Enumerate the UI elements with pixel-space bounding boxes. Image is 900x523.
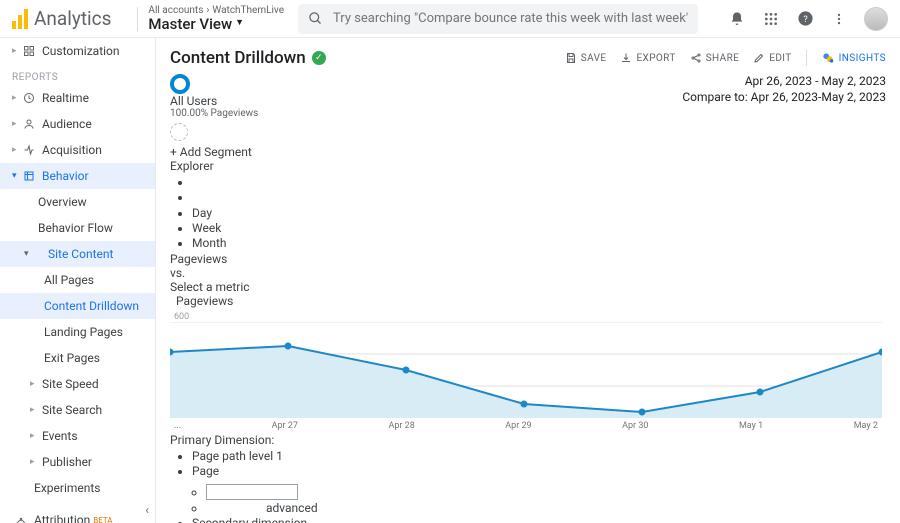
label: Customization — [42, 44, 120, 58]
search-input[interactable] — [333, 11, 688, 26]
edit-button[interactable]: EDIT — [753, 52, 791, 64]
caret-down-icon: ▼ — [235, 19, 244, 29]
sidebar-item-behavior[interactable]: ▾Behavior — [0, 163, 155, 189]
sidebar-item-landing-pages[interactable]: Landing Pages — [0, 319, 155, 345]
sidebar-item-attribution[interactable]: AttributionBETA — [0, 507, 155, 523]
sidebar: ▸ Customization REPORTS ▸Realtime ▸Audie… — [0, 38, 156, 523]
insights-button[interactable]: INSIGHTS — [821, 51, 886, 65]
svg-text:?: ? — [803, 14, 807, 25]
account-picker[interactable]: All accounts › WatchThemLive Master View… — [148, 5, 284, 33]
clock-icon — [20, 92, 38, 104]
brand-label: Analytics — [34, 7, 111, 30]
granularity-day[interactable]: Day — [192, 206, 886, 220]
sidebar-item-customization[interactable]: ▸ Customization — [0, 38, 155, 64]
granularity-month[interactable]: Month — [192, 236, 886, 250]
chart-svg: 400 200 — [170, 322, 882, 418]
primary-dimension-label: Primary Dimension: — [170, 433, 886, 447]
sidebar-item-experiments[interactable]: Experiments — [0, 475, 155, 501]
add-segment-circle[interactable] — [170, 123, 188, 141]
report-title: Content Drilldown — [170, 48, 306, 68]
bell-icon[interactable] — [729, 11, 745, 27]
dim-page-path[interactable]: Page path level 1 — [192, 449, 886, 463]
blank-bullets — [170, 175, 886, 204]
export-icon — [620, 52, 632, 64]
top-bar: Analytics All accounts › WatchThemLive M… — [0, 0, 900, 38]
dashboard-icon — [20, 45, 38, 57]
export-button[interactable]: EXPORT — [620, 52, 675, 64]
sidebar-item-acquisition[interactable]: ▸Acquisition — [0, 137, 155, 163]
share-icon — [690, 52, 702, 64]
sidebar-item-site-speed[interactable]: ▸Site Speed — [0, 371, 155, 397]
save-button[interactable]: SAVE — [565, 52, 607, 64]
filter-list: advanced Secondary dimension Sort Type: — [170, 484, 886, 523]
metric2-label: Pageviews — [176, 294, 886, 308]
x-axis-labels: ... Apr 27 Apr 28 Apr 29 Apr 30 May 1 Ma… — [170, 421, 882, 431]
segment-circle-icon[interactable] — [170, 74, 190, 94]
behavior-icon — [20, 170, 38, 182]
analytics-logo-icon — [12, 9, 28, 29]
sidebar-item-behavior-flow[interactable]: Behavior Flow — [0, 215, 155, 241]
chevron-right-icon: ▸ — [12, 46, 20, 56]
select-metric[interactable]: Select a metric — [170, 280, 886, 294]
attribution-icon — [12, 514, 30, 523]
granularity-week[interactable]: Week — [192, 221, 886, 235]
avatar[interactable] — [864, 7, 888, 31]
sidebar-item-content-drilldown[interactable]: Content Drilldown — [0, 293, 155, 319]
segment-detail: 100.00% Pageviews — [170, 108, 258, 119]
line-chart: 600 400 200 ... Apr 27 Apr 28 Apr 29 Apr… — [170, 312, 886, 431]
ytick-600: 600 — [174, 312, 886, 322]
more-vert-icon[interactable] — [832, 11, 846, 27]
search-icon — [308, 11, 323, 26]
dimension-list: Page path level 1 Page — [170, 449, 886, 478]
divider — [137, 7, 138, 31]
reports-header: REPORTS — [0, 64, 155, 85]
date-range[interactable]: Apr 26, 2023 - May 2, 2023 — [682, 74, 886, 90]
apps-icon[interactable] — [763, 11, 779, 27]
help-icon[interactable]: ? — [797, 10, 814, 27]
sidebar-item-publisher[interactable]: ▸Publisher — [0, 449, 155, 475]
sidebar-item-site-search[interactable]: ▸Site Search — [0, 397, 155, 423]
sidebar-item-exit-pages[interactable]: Exit Pages — [0, 345, 155, 371]
advanced-link[interactable]: advanced — [266, 501, 318, 515]
filter-input[interactable] — [206, 484, 298, 500]
beta-badge: BETA — [93, 516, 112, 523]
sidebar-item-overview[interactable]: Overview — [0, 189, 155, 215]
metric-label[interactable]: Pageviews — [170, 252, 886, 266]
explorer-tab[interactable]: Explorer — [170, 159, 258, 173]
sidebar-item-all-pages[interactable]: All Pages — [0, 267, 155, 293]
sidebar-item-site-content[interactable]: ▾Site Content — [0, 241, 155, 267]
share-button[interactable]: SHARE — [690, 52, 740, 64]
vs-label: vs. — [170, 266, 886, 280]
view-label: Master View — [148, 16, 232, 33]
edit-icon — [753, 52, 765, 64]
sidebar-item-audience[interactable]: ▸Audience — [0, 111, 155, 137]
verified-icon: ✓ — [312, 51, 326, 65]
dim-page[interactable]: Page — [192, 464, 886, 478]
acquisition-icon — [20, 144, 38, 156]
insights-icon — [821, 51, 835, 65]
sidebar-item-events[interactable]: ▸Events — [0, 423, 155, 449]
granularity-list: Day Week Month — [170, 206, 886, 250]
segment-name[interactable]: All Users — [170, 94, 258, 108]
secondary-dimension[interactable]: Secondary dimension — [192, 516, 886, 523]
report-content: Content Drilldown ✓ SAVE EXPORT SHARE ED… — [156, 38, 900, 523]
save-icon — [565, 52, 577, 64]
compare-range: Compare to: Apr 26, 2023-May 2, 2023 — [682, 90, 886, 106]
sidebar-item-realtime[interactable]: ▸Realtime — [0, 85, 155, 111]
user-icon — [20, 118, 38, 130]
add-segment-button[interactable]: + Add Segment — [170, 145, 258, 159]
search-box[interactable] — [298, 4, 698, 34]
collapse-sidebar-button[interactable]: ‹ — [145, 503, 149, 517]
